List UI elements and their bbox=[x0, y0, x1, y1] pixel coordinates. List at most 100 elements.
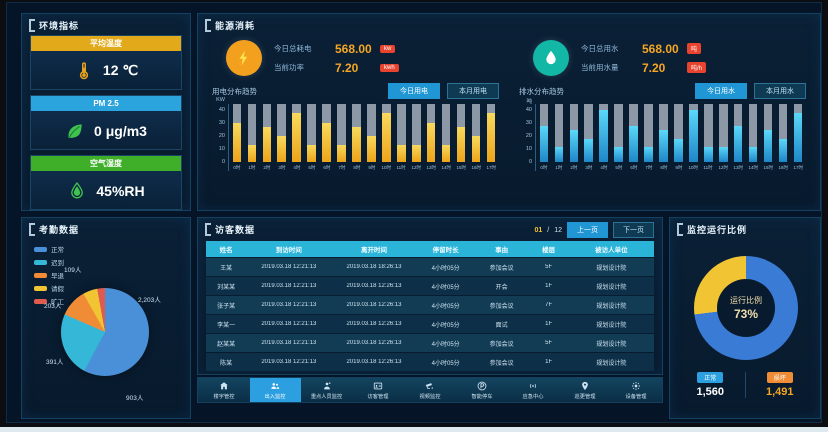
nav-item-people[interactable]: 出入监控 bbox=[249, 378, 302, 402]
legend-swatch bbox=[34, 298, 47, 304]
bar-track bbox=[232, 104, 242, 162]
bar: 5时 bbox=[306, 104, 318, 171]
nav-item-gear[interactable]: 设备管理 bbox=[611, 378, 663, 402]
nav-item-pin[interactable]: 巡更管理 bbox=[559, 378, 611, 402]
bar-track bbox=[322, 104, 331, 162]
bar-track bbox=[307, 104, 316, 162]
page-total: 12 bbox=[554, 226, 562, 234]
y-tick-label: 40 bbox=[525, 107, 532, 114]
x-tick-label: 13时 bbox=[426, 165, 436, 171]
bar-fill bbox=[793, 113, 803, 162]
pie-label: 391人 bbox=[46, 359, 64, 366]
bar: 2时 bbox=[261, 104, 273, 171]
env-card: 空气湿度 45%RH bbox=[30, 155, 182, 210]
table-cell: 开会 bbox=[495, 284, 508, 291]
table-cell: 4小时05分 bbox=[431, 284, 460, 291]
bar-track bbox=[411, 104, 421, 162]
bar-fill bbox=[486, 113, 496, 162]
x-tick-label: 15时 bbox=[456, 165, 466, 171]
nav-item-key-person[interactable]: 重点人员监控 bbox=[301, 378, 353, 402]
bar-fill bbox=[232, 123, 242, 162]
monitor-stat-value: 1,491 bbox=[765, 386, 794, 398]
bar-track bbox=[337, 104, 346, 162]
bar: 12时 bbox=[410, 104, 422, 171]
bar: 13时 bbox=[425, 104, 437, 171]
nav-item-camera[interactable]: 视频监控 bbox=[404, 378, 456, 402]
chart-title: 排水分布趋势 bbox=[519, 86, 564, 96]
table-cell: 陈某 bbox=[220, 360, 233, 367]
table-cell: 2019.03.18 18:26:13 bbox=[346, 264, 402, 270]
visitor-panel-title: 访客数据 bbox=[205, 223, 255, 236]
bar-fill bbox=[322, 123, 331, 162]
chart-toggle-button[interactable]: 本月用电 bbox=[447, 83, 499, 99]
pin-icon bbox=[580, 381, 590, 391]
next-page-button[interactable]: 下一页 bbox=[613, 222, 654, 238]
legend-label: 旷工 bbox=[51, 299, 64, 306]
nav-item-id-card[interactable]: 访客管理 bbox=[353, 378, 405, 402]
bottom-navbar: 楼宇管控 出入监控 重点人员监控 访客管理 视频监控 智能停车 应急中心 巡更管理 设备管理 bbox=[197, 377, 663, 403]
monitor-stat-value: 1,560 bbox=[696, 386, 725, 398]
bar: 3时 bbox=[276, 104, 288, 171]
bar-chart: 吨 0 10 20 30 40 0时 1时 2时 3时 4时 5时 6时 7时 8时 9时 10时 11时 12时 1… bbox=[519, 99, 806, 171]
energy-stat-label: 当前用水量 bbox=[581, 63, 619, 72]
bar-track bbox=[659, 104, 668, 162]
legend-swatch bbox=[34, 246, 47, 252]
column-header: 停留时长 bbox=[432, 247, 459, 254]
prev-page-button[interactable]: 上一页 bbox=[567, 222, 608, 238]
table-cell: 规划设计院 bbox=[596, 265, 627, 272]
nav-item-label: 设备管理 bbox=[625, 393, 647, 400]
env-card-header: 空气湿度 bbox=[31, 156, 181, 171]
chart-toggle-button[interactable]: 今日用电 bbox=[388, 83, 440, 99]
nav-item-label: 应急中心 bbox=[522, 393, 544, 400]
bar: 0时 bbox=[231, 104, 243, 171]
bar-fill bbox=[352, 127, 361, 162]
bar-fill bbox=[748, 146, 758, 162]
bar-track bbox=[382, 104, 391, 162]
column-header: 姓名 bbox=[219, 247, 233, 254]
visitor-panel: 访客数据 01 / 12 上一页 下一页 姓名 到访时间 离开时间 停留时长 事由 楼层 被… bbox=[197, 217, 663, 375]
chart-toggle-button[interactable]: 本月用水 bbox=[754, 83, 806, 99]
table-cell: 规划设计院 bbox=[596, 322, 627, 329]
bars-row: 0时 1时 2时 3时 4时 5时 6时 7时 8时 9时 10时 11时 12时 13时 14时 15时 16… bbox=[535, 104, 806, 171]
bar-track bbox=[733, 104, 743, 162]
table-cell: 参加会议 bbox=[489, 341, 514, 348]
table-cell: 赵某某 bbox=[217, 341, 236, 348]
people-icon bbox=[270, 381, 280, 391]
bar-track bbox=[247, 104, 257, 162]
bar-track bbox=[629, 104, 638, 162]
nav-item-broadcast[interactable]: 应急中心 bbox=[507, 378, 559, 402]
column-header: 被访人单位 bbox=[595, 247, 628, 254]
energy-stat-value: 568.00 bbox=[642, 41, 679, 56]
bar: 17时 bbox=[792, 104, 804, 171]
bar-track bbox=[569, 104, 579, 162]
chart-toggle-button[interactable]: 今日用水 bbox=[695, 83, 747, 99]
bar: 10时 bbox=[380, 104, 392, 171]
bar-fill bbox=[539, 125, 549, 162]
camera-icon bbox=[425, 381, 435, 391]
env-card-body: 12 ℃ bbox=[31, 51, 181, 90]
bar: 5时 bbox=[613, 104, 625, 171]
table-cell: 2019.03.18 12:26:13 bbox=[346, 340, 402, 346]
nav-item-label: 巡更管理 bbox=[574, 393, 596, 400]
screen-bezel bbox=[0, 427, 828, 432]
bar-track bbox=[763, 104, 773, 162]
bars-row: 0时 1时 2时 3时 4时 5时 6时 7时 8时 9时 10时 11时 12时 13时 14时 15时 16… bbox=[228, 104, 499, 171]
x-tick-label: 6时 bbox=[323, 165, 331, 171]
y-axis: KW 0 10 20 30 40 bbox=[212, 97, 228, 165]
nav-item-parking[interactable]: 智能停车 bbox=[456, 378, 508, 402]
energy-stat-row: 今日总耗电 568.00 kw bbox=[274, 42, 399, 56]
x-tick-label: 0时 bbox=[233, 165, 241, 171]
x-tick-label: 7时 bbox=[338, 165, 346, 171]
bar-track bbox=[471, 104, 481, 162]
x-tick-label: 12时 bbox=[411, 165, 421, 171]
bar: 14时 bbox=[747, 104, 759, 171]
water-drop-icon bbox=[533, 40, 569, 76]
monitor-panel: 监控运行比例 运行比例 73% 正常 1,560 损坏 1,491 bbox=[669, 217, 821, 419]
nav-item-home[interactable]: 楼宇管控 bbox=[198, 378, 250, 402]
bar-track bbox=[441, 104, 451, 162]
bar: 6时 bbox=[321, 104, 333, 171]
chart-subheader: 用电分布趋势 今日用电 本月用电 bbox=[212, 83, 499, 99]
donut-center-value: 73% bbox=[733, 307, 759, 321]
monitor-stat: 损坏 1,491 bbox=[744, 372, 815, 398]
bar-track bbox=[793, 104, 803, 162]
